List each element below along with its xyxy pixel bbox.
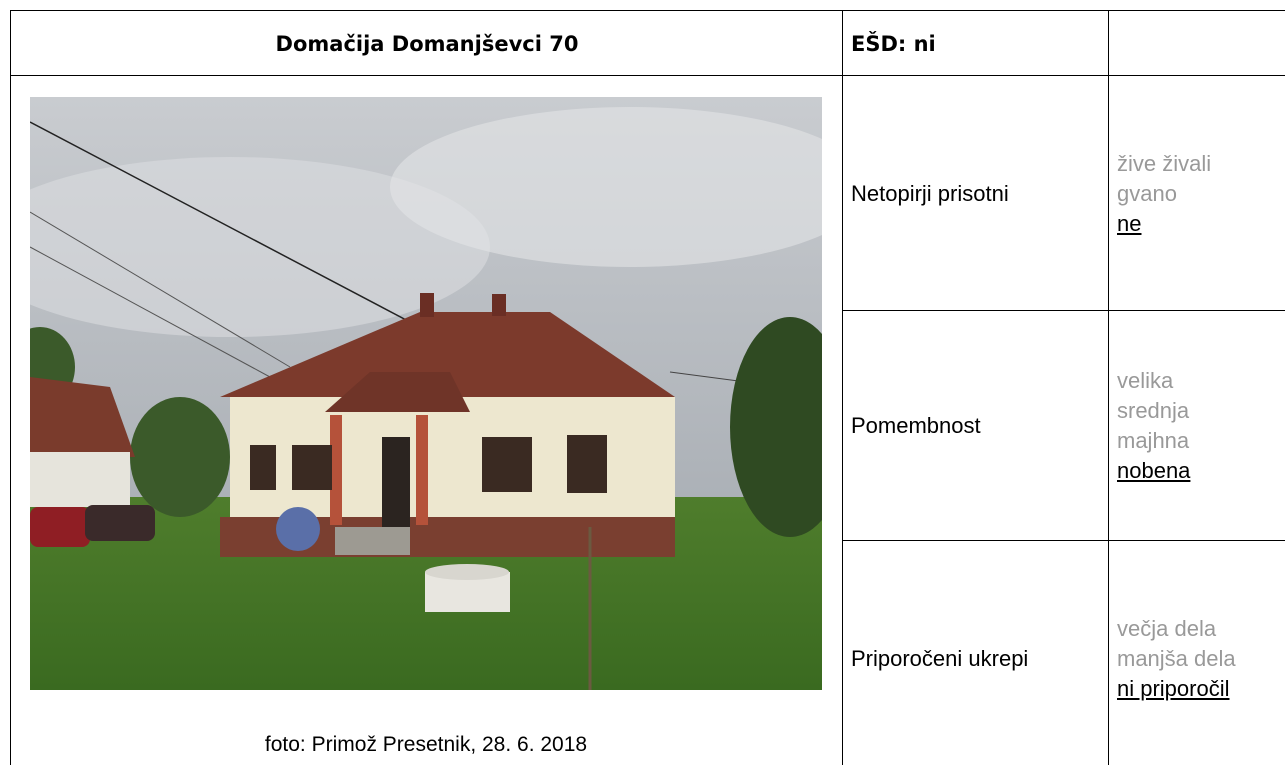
row-label: Priporočeni ukrepi — [842, 540, 1109, 765]
option: majhna — [1117, 428, 1190, 453]
photo-cell — [10, 75, 843, 765]
option: velika — [1117, 368, 1174, 393]
row-label: Netopirji prisotni — [842, 75, 1109, 311]
title-cell: Domačija Domanjševci 70 — [10, 10, 843, 76]
option: žive živali — [1117, 150, 1212, 176]
title: Domačija Domanjševci 70 — [275, 31, 579, 56]
row-options: velika srednja majhna nobena — [1108, 310, 1285, 541]
option: večja dela — [1117, 615, 1217, 641]
esd: EŠD: ni — [851, 31, 936, 56]
empty-cell — [1108, 10, 1285, 76]
option: gvano — [1117, 180, 1177, 206]
selected-option: ni priporočil — [1117, 675, 1230, 701]
option: manjša dela — [1117, 645, 1236, 671]
selected-option: ne — [1117, 210, 1142, 236]
esd-cell: EŠD: ni — [842, 10, 1109, 76]
row-options: žive živali gvano ne — [1108, 75, 1285, 311]
selected-option: nobena — [1117, 458, 1191, 483]
row-label: Pomembnost — [842, 310, 1109, 541]
row-options: večja dela manjša dela ni priporočil — [1108, 540, 1285, 765]
photo — [30, 97, 822, 690]
option: srednja — [1117, 398, 1190, 423]
caption: foto: Primož Presetnik, 28. 6. 2018 — [264, 733, 588, 756]
